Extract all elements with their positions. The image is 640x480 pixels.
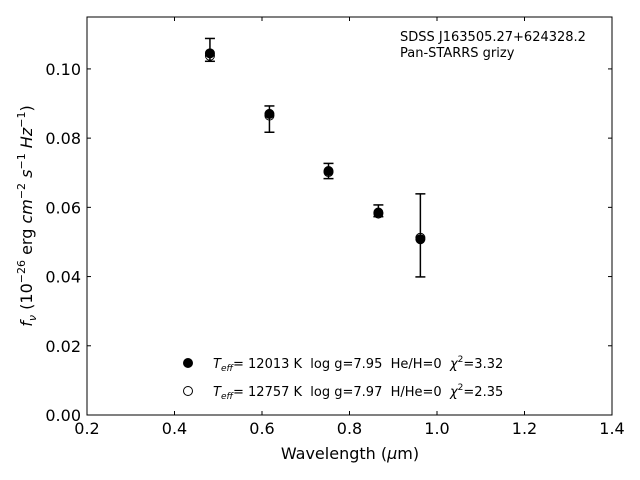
model-point-open [264, 110, 275, 121]
legend-entry-1: Teff= 12013 K log g=7.95 He/H=0 χ2=3.32 [213, 355, 503, 374]
model-point-filled [204, 48, 215, 59]
plot-frame [86, 16, 613, 416]
x-axis-ticks: 0.2 0.4 0.6 0.8 1.0 1.2 1.4 [74, 17, 625, 438]
legend-entry-2: Teff= 12757 K log g=7.97 H/He=0 χ2=2.35 [213, 383, 503, 402]
x-axis-label: Wavelength (μm) [281, 444, 419, 463]
y-tick-label: 0.06 [45, 198, 81, 217]
annotation-line-2: Pan-STARRS grizy [400, 46, 515, 61]
x-tick-label: 1.4 [599, 419, 624, 438]
legend-marker-filled [183, 358, 193, 368]
x-tick-label: 1.0 [424, 419, 449, 438]
data-markers [204, 48, 426, 245]
y-tick-label: 0.08 [45, 129, 81, 148]
x-tick-label: 0.8 [337, 419, 362, 438]
model-point-open [415, 232, 426, 243]
y-tick-label: 0.02 [45, 337, 81, 356]
x-tick-label: 0.6 [249, 419, 274, 438]
legend: Teff= 12013 K log g=7.95 He/H=0 χ2=3.32 … [183, 355, 503, 402]
x-tick-label: 1.2 [512, 419, 537, 438]
y-axis-label: fν (10−26 erg cm−2 s−1 Hz−1) [15, 105, 39, 326]
y-tick-label: 0.00 [45, 406, 81, 425]
model-point-open [204, 50, 215, 61]
legend-marker-open [183, 386, 193, 396]
y-tick-label: 0.10 [45, 60, 81, 79]
y-tick-label: 0.04 [45, 268, 81, 287]
model-point-open [373, 208, 384, 219]
x-tick-label: 0.2 [74, 419, 99, 438]
error-bars [204, 37, 426, 278]
annotation-line-1: SDSS J163505.27+624328.2 [400, 30, 586, 45]
model-point-open [323, 167, 334, 178]
y-axis-ticks: 0.00 0.02 0.04 0.06 0.08 0.10 [45, 60, 612, 425]
x-tick-label: 0.4 [162, 419, 187, 438]
